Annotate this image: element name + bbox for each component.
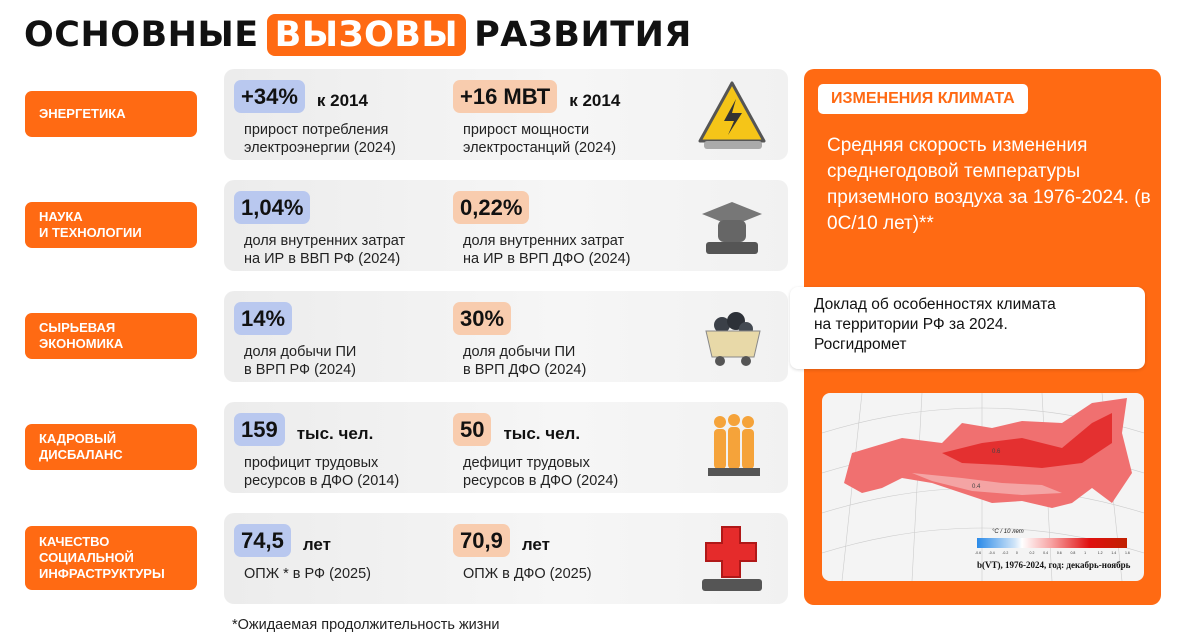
stat-description: ОПЖ * в РФ (2025): [244, 565, 371, 583]
stat-unit: к 2014: [569, 90, 621, 110]
legend-tick: 1.6: [1125, 551, 1130, 555]
stat-value: +34%: [234, 80, 305, 113]
medical-cross-icon: [702, 526, 762, 591]
desc-line: ОПЖ в ДФО (2025): [463, 566, 592, 582]
stat-block: +34% к 2014 прирост потребления электроэн…: [234, 80, 396, 157]
stat-block: 0,22% доля внутренних затрат на ИР в ВРП …: [453, 191, 631, 268]
challenge-card: 74,5 лет ОПЖ * в РФ (2025) 70,9 лет ОПЖ …: [224, 513, 788, 604]
desc-line: ресурсов в ДФО (2014): [244, 473, 400, 489]
graduation-cap-icon: [702, 202, 762, 254]
stat-block: 30% доля добычи ПИ в ВРП ДФО (2024): [453, 302, 586, 379]
desc-line: ресурсов в ДФО (2024): [463, 473, 619, 489]
challenge-card: +34% к 2014 прирост потребления электроэн…: [224, 69, 788, 160]
stat-block: 1,04% доля внутренних затрат на ИР в ВВП …: [234, 191, 405, 268]
stat-unit: тыс. чел.: [296, 423, 374, 443]
desc-line: на ИР в ВРП ДФО (2024): [463, 251, 631, 267]
category-button[interactable]: НАУКА И ТЕХНОЛОГИИ: [25, 202, 197, 248]
legend-tick: 0.8: [1070, 551, 1075, 555]
category-button[interactable]: КАДРОВЫЙ ДИСБАЛАНС: [25, 424, 197, 470]
climate-map: 0.4 0.6 °C / 10 лет -0.6 -0.4 -0.2 0 0.2 0.4 0…: [822, 393, 1144, 581]
stat-description: доля внутренних затрат на ИР в ВРП ДФО (2…: [463, 232, 631, 268]
climate-source: Доклад об особенностях климата на террит…: [790, 287, 1145, 369]
desc-line: доля внутренних затрат: [463, 233, 625, 249]
stat-block: +16 МВТ к 2014 прирост мощности электрост…: [453, 80, 620, 157]
stat-value: 159: [234, 413, 285, 446]
legend-title: °C / 10 лет: [992, 529, 1024, 535]
stat-description: ОПЖ в ДФО (2025): [463, 565, 592, 583]
stat-description: доля добычи ПИ в ВРП ДФО (2024): [463, 343, 586, 379]
warning-lightning-icon: [698, 81, 766, 149]
stat-value: 30%: [453, 302, 512, 335]
footnote: *Ожидаемая продолжительность жизни: [232, 617, 500, 633]
stat-value: 50: [453, 413, 492, 446]
desc-line: доля внутренних затрат: [244, 233, 406, 249]
desc-line: дефицит трудовых: [463, 455, 590, 471]
legend-tick: 1.4: [1111, 551, 1116, 555]
challenge-card: 1,04% доля внутренних затрат на ИР в ВВП …: [224, 180, 788, 271]
category-button[interactable]: КАЧЕСТВО СОЦИАЛЬНОЙ ИНФРАСТРУКТУРЫ: [25, 526, 197, 590]
contour-label: 0.6: [992, 449, 1001, 455]
title-part1: ОСНОВНЫЕ: [24, 15, 259, 55]
climate-description: Средняя скорость изменения среднегодовой…: [827, 135, 1151, 234]
legend-tick: -0.6: [975, 551, 981, 555]
legend-colorbar: [977, 538, 1127, 548]
legend-tick: 0: [1016, 551, 1018, 555]
coal-cart-icon: [705, 312, 761, 366]
legend-tick: 1.2: [1098, 551, 1103, 555]
desc-line: электростанций (2024): [463, 140, 617, 156]
stat-description: прирост потребления электроэнергии (2024): [244, 121, 396, 157]
legend-tick: -0.2: [1002, 551, 1008, 555]
stat-value: +16 МВТ: [453, 80, 558, 113]
desc-line: профицит трудовых: [244, 455, 379, 471]
source-line: на территории РФ за 2024.: [814, 316, 1008, 333]
desc-line: прирост мощности: [463, 122, 590, 138]
people-icon: [708, 414, 760, 476]
desc-line: ОПЖ * в РФ (2025): [244, 566, 371, 582]
contour-label: 0.4: [972, 484, 981, 490]
stat-value: 0,22%: [453, 191, 530, 224]
stat-value: 1,04%: [234, 191, 311, 224]
title-part2: РАЗВИТИЯ: [474, 15, 692, 55]
stat-description: доля внутренних затрат на ИР в ВВП РФ (20…: [244, 232, 405, 268]
desc-line: на ИР в ВВП РФ (2024): [244, 251, 401, 267]
stat-block: 14% доля добычи ПИ в ВРП РФ (2024): [234, 302, 356, 379]
stat-description: профицит трудовых ресурсов в ДФО (2014): [244, 454, 399, 490]
legend-tick: 0.6: [1057, 551, 1062, 555]
legend-tick: 0.2: [1030, 551, 1035, 555]
stat-block: 70,9 лет ОПЖ в ДФО (2025): [453, 524, 592, 583]
stat-description: дефицит трудовых ресурсов в ДФО (2024): [463, 454, 618, 490]
desc-line: доля добычи ПИ: [244, 344, 357, 360]
legend-tick: 0.4: [1043, 551, 1048, 555]
stat-description: прирост мощности электростанций (2024): [463, 121, 620, 157]
title-highlight: ВЫЗОВЫ: [266, 14, 467, 56]
stat-unit: лет: [302, 534, 331, 554]
climate-badge: ИЗМЕНЕНИЯ КЛИМАТА: [818, 84, 1028, 114]
stat-block: 50 тыс. чел. дефицит трудовых ресурсов в …: [453, 413, 618, 490]
stat-value: 14%: [234, 302, 293, 335]
page-title: ОСНОВНЫЕ ВЫЗОВЫ РАЗВИТИЯ: [24, 14, 692, 56]
source-line: Доклад об особенностях климата: [814, 296, 1056, 313]
stat-unit: лет: [521, 534, 550, 554]
legend-tick: -0.4: [989, 551, 995, 555]
legend-tick: 1: [1084, 551, 1086, 555]
desc-line: прирост потребления: [244, 122, 389, 138]
russia-temperature-map: 0.4 0.6 °C / 10 лет -0.6 -0.4 -0.2 0 0.2 0.4 0…: [822, 393, 1144, 581]
stat-block: 159 тыс. чел. профицит трудовых ресурсов …: [234, 413, 399, 490]
stat-unit: к 2014: [316, 90, 368, 110]
stat-value: 70,9: [453, 524, 510, 557]
stat-value: 74,5: [234, 524, 291, 557]
stat-description: доля добычи ПИ в ВРП РФ (2024): [244, 343, 356, 379]
challenge-card: 14% доля добычи ПИ в ВРП РФ (2024) 30% до…: [224, 291, 788, 382]
stat-block: 74,5 лет ОПЖ * в РФ (2025): [234, 524, 371, 583]
category-button[interactable]: ЭНЕРГЕТИКА: [25, 91, 197, 137]
challenge-card: 159 тыс. чел. профицит трудовых ресурсов …: [224, 402, 788, 493]
stat-unit: тыс. чел.: [503, 423, 581, 443]
desc-line: в ВРП ДФО (2024): [463, 362, 587, 378]
desc-line: электроэнергии (2024): [244, 140, 396, 156]
desc-line: в ВРП РФ (2024): [244, 362, 356, 378]
map-caption: b(VT), 1976-2024, год: декабрь-ноябрь: [977, 560, 1131, 570]
desc-line: доля добычи ПИ: [463, 344, 576, 360]
category-button[interactable]: СЫРЬЕВАЯ ЭКОНОМИКА: [25, 313, 197, 359]
source-line: Росгидромет: [814, 336, 907, 353]
